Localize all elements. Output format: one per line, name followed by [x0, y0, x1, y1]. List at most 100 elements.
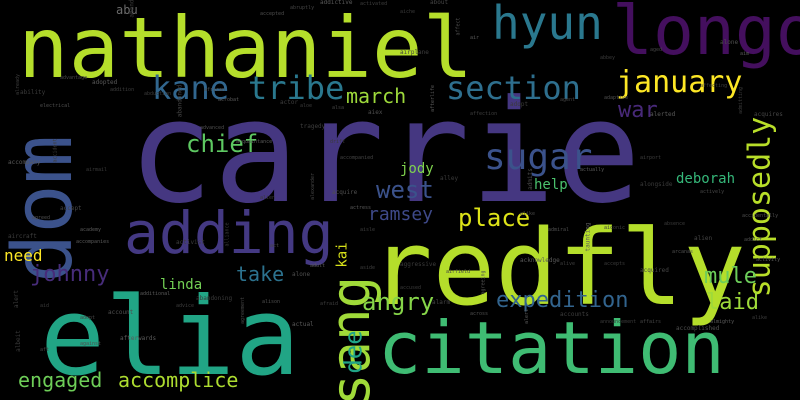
small-word: abduction	[144, 91, 172, 97]
small-word: addictive	[320, 0, 353, 6]
small-word: activated	[360, 1, 388, 7]
small-word: accounts	[560, 311, 589, 318]
small-word: across	[470, 311, 489, 317]
word-march: march	[346, 84, 407, 108]
small-word: agreement	[240, 296, 247, 325]
small-word: abandoning	[196, 295, 233, 302]
word-angry: angry	[362, 288, 435, 316]
small-word: affection	[470, 111, 498, 117]
small-word: arcanas	[672, 249, 694, 255]
small-word: agreed	[32, 215, 51, 221]
small-word: airmail	[86, 167, 108, 173]
small-word: abbey	[600, 55, 616, 61]
small-word: taunting	[584, 222, 592, 252]
small-word: activist	[176, 239, 205, 246]
small-word: adaptive	[604, 95, 629, 101]
small-word: alison	[262, 299, 281, 305]
small-word: alliance	[224, 222, 231, 247]
word-redfly: redfly	[370, 207, 746, 329]
small-word: aft	[40, 347, 50, 353]
small-word: alongside	[640, 181, 673, 188]
small-word: accepts	[604, 261, 626, 267]
small-word: aside	[360, 265, 376, 271]
small-word: accused	[400, 285, 422, 291]
small-word: african	[204, 87, 226, 93]
small-word: alert	[13, 289, 21, 309]
small-word: accept	[60, 205, 82, 212]
small-word: ability	[20, 89, 46, 96]
small-word: tragedy	[300, 123, 326, 130]
word-abu: abu	[116, 3, 138, 17]
small-word: actor	[280, 99, 299, 106]
small-word: abruptly	[290, 5, 315, 11]
word-section: section	[446, 69, 581, 107]
small-word: admits	[526, 168, 534, 190]
small-word: alley	[440, 175, 459, 182]
word-take: take	[236, 262, 285, 286]
small-word: abandoned	[176, 84, 184, 118]
word-ramsey: ramsey	[368, 204, 434, 225]
small-word: aggressive	[400, 261, 437, 268]
small-word: admitting	[738, 86, 745, 115]
small-word: afterwards	[120, 335, 157, 342]
small-word: actual	[292, 321, 314, 328]
word-carrie: carrie	[128, 70, 641, 235]
small-word: alien	[694, 235, 713, 242]
word-mule: mule	[704, 264, 757, 289]
small-word: acquired	[640, 267, 669, 274]
word-adding: adding	[124, 199, 334, 267]
word-johnny: johnny	[30, 262, 110, 287]
word-kane: kane	[152, 69, 230, 107]
small-word: alike	[752, 315, 768, 321]
small-word: activity	[756, 257, 781, 263]
word-deborah: deborah	[676, 171, 736, 187]
small-word: alarm	[432, 299, 451, 306]
small-word: acquires	[754, 111, 783, 118]
small-word: afterlife	[430, 84, 437, 113]
small-word: alien	[260, 195, 276, 201]
small-word: aiconic	[604, 225, 626, 231]
small-word: acrobat	[218, 97, 240, 103]
small-word: adopted	[92, 79, 118, 86]
small-word: addict	[744, 237, 763, 243]
small-word: advantage	[60, 75, 88, 81]
small-word: affairs	[640, 319, 662, 325]
word-war: war	[618, 98, 658, 123]
small-word: advice	[176, 303, 195, 309]
word-linda: linda	[160, 277, 203, 293]
small-word: alerted	[650, 111, 676, 118]
word-tribe: tribe	[248, 69, 345, 107]
small-word: act	[270, 243, 280, 249]
word-jody: jody	[400, 161, 434, 177]
small-word: aid	[40, 303, 50, 309]
small-word: drift	[330, 139, 346, 145]
small-word: air	[470, 35, 480, 41]
word-laid: laid	[706, 290, 759, 315]
small-word: accompanied	[340, 155, 374, 161]
small-word: additional	[140, 291, 171, 297]
word-help: help	[534, 177, 568, 193]
small-word: alone	[292, 271, 311, 278]
word-hyun: hyun	[492, 0, 603, 50]
small-word: adopt	[510, 101, 529, 108]
small-word: actress	[350, 205, 372, 211]
small-word: accompanies	[76, 239, 110, 245]
small-word: account	[108, 309, 134, 316]
small-word: airport	[640, 155, 662, 161]
small-word: acknowledge	[520, 257, 560, 264]
small-word: accepted	[260, 11, 285, 17]
small-word: acquire	[332, 189, 358, 196]
small-word: accident	[52, 138, 59, 163]
small-word: against	[80, 341, 102, 347]
small-word: absence	[664, 221, 686, 227]
small-word: acquaintance	[236, 139, 273, 145]
small-word: affect	[455, 17, 462, 36]
small-word: abandon	[128, 0, 136, 18]
small-word: academy	[80, 227, 102, 233]
small-word: admiral	[548, 227, 570, 233]
small-word: aloe	[300, 103, 313, 109]
small-word: agent	[560, 97, 576, 103]
small-word: afraid	[320, 301, 339, 307]
word-citation: citation	[378, 306, 725, 390]
